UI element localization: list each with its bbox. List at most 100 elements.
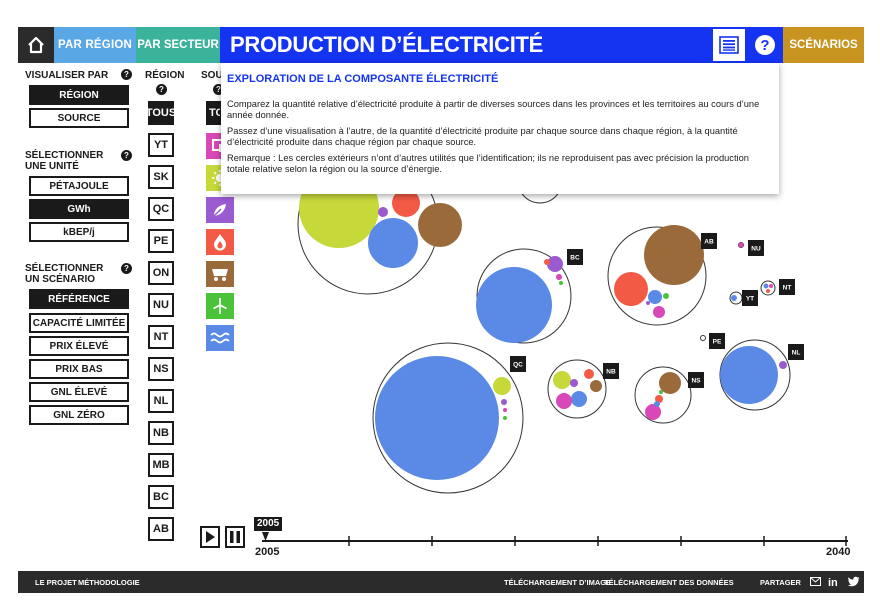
region-bubble-nt — [760, 280, 776, 296]
source-bubble-hydro — [375, 356, 499, 480]
home-button[interactable] — [18, 27, 54, 63]
scenario-option-gnl-zero[interactable]: GNL ZÉRO — [29, 405, 129, 425]
region-label-pe: PE — [709, 333, 725, 349]
scenario-option-prix-eleve[interactable]: PRIX ÉLEVÉ — [29, 336, 129, 356]
region-bubble-nl — [719, 339, 791, 411]
source-bubble-biomass — [646, 301, 650, 305]
region-option-pe[interactable]: PE — [148, 229, 174, 253]
wind-icon — [213, 298, 227, 314]
source-bubble-oil — [590, 380, 602, 392]
source-bubble-coal — [653, 306, 665, 318]
svg-text:PE: PE — [713, 339, 722, 346]
unit-option-kbep[interactable]: kBEP/j — [29, 222, 129, 242]
source-bubble-biomass — [501, 399, 507, 405]
region-option-nb[interactable]: NB — [148, 421, 174, 445]
region-option-nt[interactable]: NT — [148, 325, 174, 349]
info-popup: EXPLORATION DE LA COMPOSANTE ÉLECTRICITÉ… — [221, 63, 779, 194]
visualize-option-source[interactable]: SOURCE — [29, 108, 129, 128]
region-option-bc[interactable]: BC — [148, 485, 174, 509]
source-wind[interactable] — [206, 293, 234, 319]
visualize-option-region[interactable]: RÉGION — [29, 85, 129, 105]
scenarios-button[interactable]: SCÉNARIOS — [783, 27, 864, 63]
help-button[interactable]: ? — [747, 27, 783, 63]
linkedin-icon[interactable]: in — [828, 576, 840, 587]
region-option-nu[interactable]: NU — [148, 293, 174, 317]
source-gas[interactable] — [206, 229, 234, 255]
svg-text:NS: NS — [691, 378, 701, 385]
scenario-help-icon[interactable]: ? — [121, 263, 132, 274]
source-bubble-solar — [553, 371, 571, 389]
footer-link-methodologie[interactable]: MÉTHODOLOGIE — [78, 578, 140, 587]
region-option-mb[interactable]: MB — [148, 453, 174, 477]
svg-text:YT: YT — [746, 296, 754, 303]
scenario-label: SÉLECTIONNER UN SCÉNARIO — [25, 263, 104, 285]
region-bubble-qc — [372, 342, 524, 494]
unit-help-icon[interactable]: ? — [121, 150, 132, 161]
source-bubble-coal — [503, 408, 507, 412]
region-option-yt[interactable]: YT — [148, 133, 174, 157]
source-bubble-coal — [556, 393, 572, 409]
hydro-icon — [210, 332, 230, 344]
region-label-ns: NS — [688, 372, 704, 388]
region-bubble-bc — [476, 248, 572, 344]
source-bubble-oil — [418, 203, 462, 247]
source-bubble-wind — [663, 293, 669, 299]
info-button[interactable] — [711, 27, 747, 63]
source-help-icon[interactable]: ? — [213, 84, 224, 95]
footer-link-dl-data[interactable]: TÉLÉCHARGEMENT DES DONNÉES — [604, 578, 734, 587]
tab-par-region[interactable]: PAR RÉGION — [54, 27, 136, 63]
tab-par-secteur[interactable]: PAR SECTEUR — [136, 27, 220, 63]
source-bubble-hydro — [763, 283, 769, 289]
region-help-icon[interactable]: ? — [156, 84, 167, 95]
source-bubble-oil — [659, 372, 681, 394]
current-year-badge[interactable]: 2005 — [254, 517, 283, 531]
svg-text:NT: NT — [783, 285, 792, 292]
source-bubble-hydro — [368, 218, 418, 268]
region-label-bc: BC — [567, 249, 583, 265]
region-option-sk[interactable]: SK — [148, 165, 174, 189]
region-option-qc[interactable]: QC — [148, 197, 174, 221]
region-bubble-yt — [729, 291, 743, 305]
footer-link-dl-image[interactable]: TÉLÉCHARGEMENT D’IMAGE — [504, 578, 612, 587]
region-bubble-ab — [607, 225, 707, 326]
source-bubble-hydro — [654, 401, 660, 407]
source-column-label: SOU — [201, 70, 223, 81]
unit-option-petajoule[interactable]: PÉTAJOULE — [29, 176, 129, 196]
source-bubble-wind — [659, 390, 663, 394]
svg-text:in: in — [828, 577, 838, 587]
source-bubble-coal — [769, 284, 773, 288]
source-bubble-coal — [738, 242, 744, 248]
twitter-icon[interactable] — [848, 576, 860, 587]
region-option-ab[interactable]: AB — [148, 517, 174, 541]
region-option-nl[interactable]: NL — [148, 389, 174, 413]
footer-link-projet[interactable]: LE PROJET — [35, 578, 77, 587]
visualize-label: VISUALISER PAR — [25, 70, 109, 81]
region-option-on[interactable]: ON — [148, 261, 174, 285]
mail-icon[interactable] — [810, 577, 821, 586]
source-bubble-hydro — [571, 391, 587, 407]
unit-label: SÉLECTIONNER UNE UNITÉ — [25, 150, 104, 172]
scenario-option-prix-bas[interactable]: PRIX BAS — [29, 359, 129, 379]
region-option-ns[interactable]: NS — [148, 357, 174, 381]
source-bubble-hydro — [720, 346, 778, 404]
region-label-nt: NT — [779, 279, 795, 295]
scenario-option-reference[interactable]: RÉFÉRENCE — [29, 289, 129, 309]
popup-paragraph-2: Passez d’une visualisation à l’autre, de… — [227, 126, 738, 147]
region-label-qc: QC — [510, 356, 526, 372]
scenario-option-gnl-eleve[interactable]: GNL ÉLEVÉ — [29, 382, 129, 402]
unit-option-gwh[interactable]: GWh — [29, 199, 129, 219]
region-column-label: RÉGION — [145, 70, 185, 81]
region-bubble-nu — [738, 242, 744, 248]
source-hydro[interactable] — [206, 325, 234, 351]
source-bubble-gas — [584, 369, 594, 379]
biomass-icon — [213, 204, 226, 217]
source-bubble-gas — [544, 259, 550, 265]
source-biomass[interactable] — [206, 197, 234, 223]
region-option-tous[interactable]: TOUS — [146, 101, 176, 125]
visualize-help-icon[interactable]: ? — [121, 69, 132, 80]
play-button[interactable] — [200, 526, 220, 548]
pause-button[interactable] — [225, 526, 245, 548]
scenario-option-capacite-limitee[interactable]: CAPACITÉ LIMITÉE — [29, 313, 129, 333]
source-oil[interactable] — [206, 261, 234, 287]
